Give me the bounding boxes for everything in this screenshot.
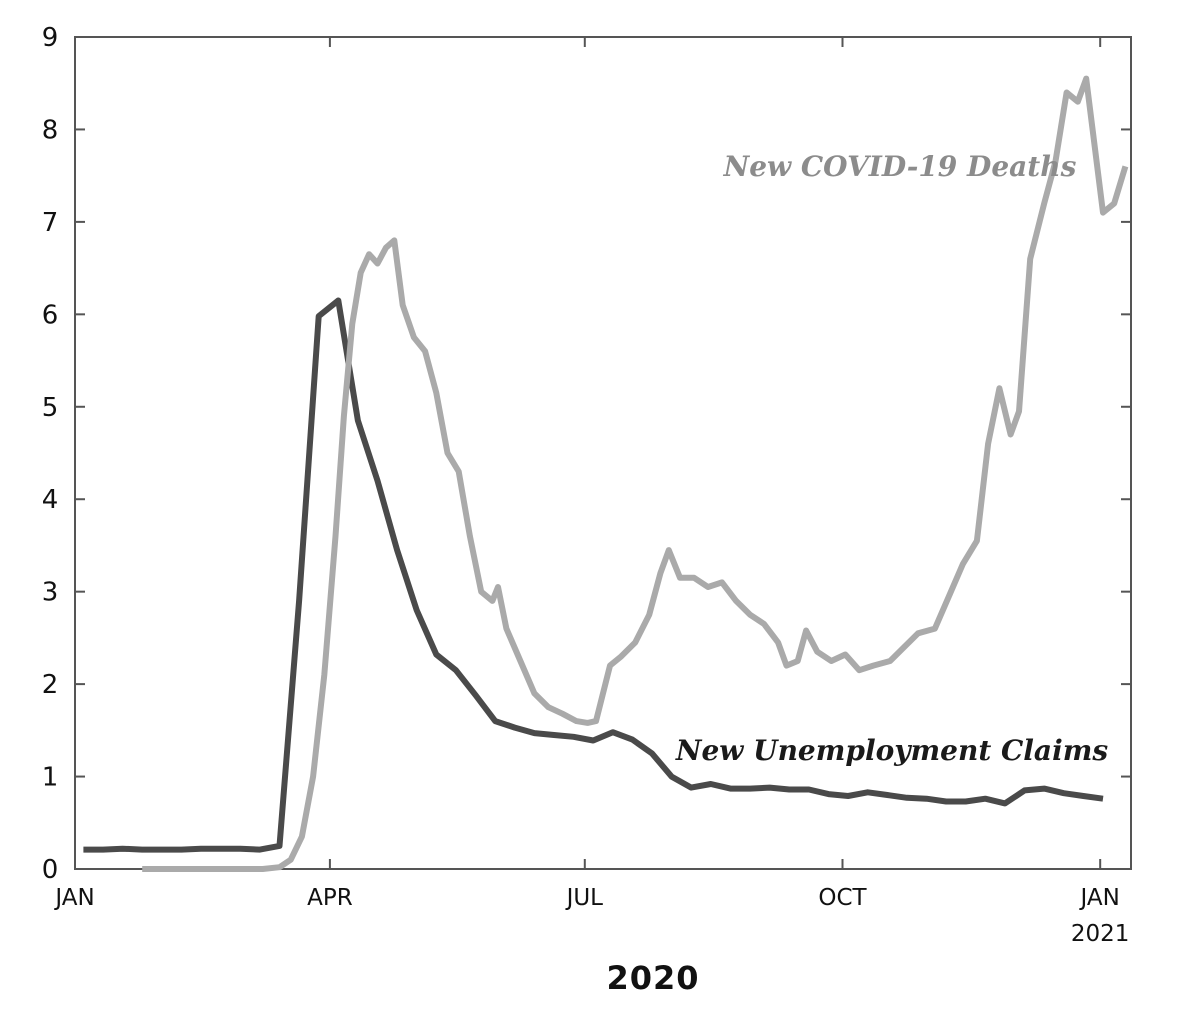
y-tick-label: 5 [42, 393, 59, 423]
annotation-deaths: New COVID-19 Deaths [723, 150, 1077, 183]
x-axis: JAN APR JUL OCT JAN 2021 [53, 37, 1129, 947]
x-tick-label: JAN [53, 885, 94, 911]
series-line-unemployment-claims [83, 297, 1104, 853]
x-tick-label: JAN [1079, 885, 1120, 911]
x-axis-label: 2020 [606, 959, 699, 997]
plot-frame [74, 36, 1132, 870]
y-tick-label: 4 [42, 485, 59, 515]
y-tick-label: 9 [42, 23, 59, 53]
series-layer [83, 75, 1129, 872]
y-tick-label: 2 [42, 670, 59, 700]
y-tick-label: 0 [42, 855, 59, 885]
y-tick-label: 8 [42, 115, 59, 145]
x-tick-sublabel: 2021 [1071, 921, 1130, 947]
y-tick-label: 3 [42, 578, 59, 608]
y-axis: 0 1 2 3 4 5 6 7 8 9 [42, 23, 1131, 885]
x-tick-label: OCT [818, 885, 867, 911]
y-tick-label: 7 [42, 208, 59, 238]
annotation-unemployment: New Unemployment Claims [675, 734, 1108, 767]
series-line-covid-deaths [142, 75, 1129, 872]
y-tick-label: 6 [42, 300, 59, 330]
x-tick-label: JUL [565, 885, 604, 911]
x-tick-label: APR [307, 885, 353, 911]
y-tick-label: 1 [42, 763, 59, 793]
